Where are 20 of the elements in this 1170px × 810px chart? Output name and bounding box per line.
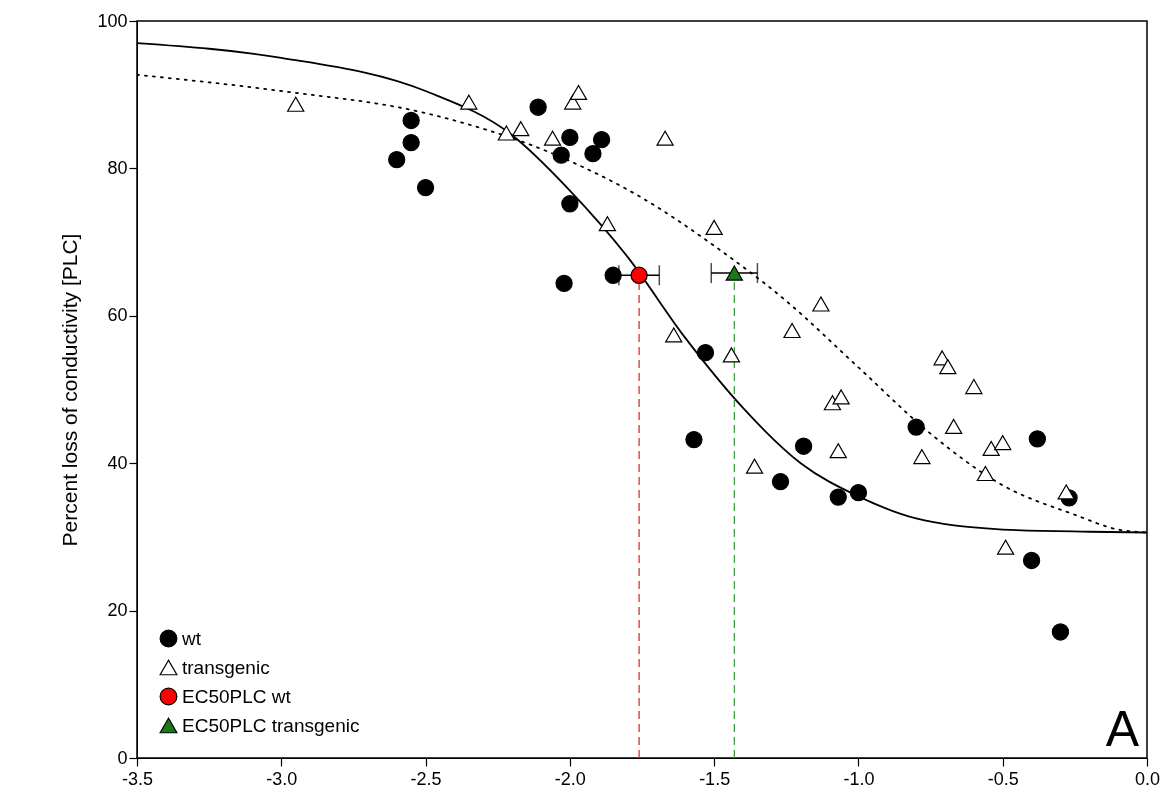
y-axis-title: Percent loss of conductivity [PLC]	[58, 233, 82, 547]
x-tick-label: -1.5	[699, 768, 731, 789]
y-tick-label: 40	[107, 452, 128, 473]
annotation: A	[1105, 701, 1140, 757]
x-tick-label: -3.0	[266, 768, 298, 789]
x-tick-label: -3.5	[121, 768, 154, 789]
x-tick-label: -2.5	[410, 768, 442, 789]
x-tick-label: -1.0	[843, 768, 875, 789]
y-tick-label: 80	[107, 157, 128, 178]
legend-label: transgenic	[182, 656, 270, 678]
legend-label: wt	[181, 627, 202, 649]
legend-label: EC50PLC transgenic	[182, 714, 360, 736]
legend-label: EC50PLC wt	[182, 685, 292, 707]
y-tick-label: 60	[107, 305, 128, 326]
y-tick-label: 0	[117, 747, 128, 768]
y-tick-label: 100	[97, 10, 128, 31]
x-tick-label: -0.5	[987, 768, 1019, 789]
y-tick-label: 20	[107, 600, 128, 621]
x-tick-label: -2.0	[554, 768, 586, 789]
x-tick-label: 0.0	[1134, 768, 1161, 789]
